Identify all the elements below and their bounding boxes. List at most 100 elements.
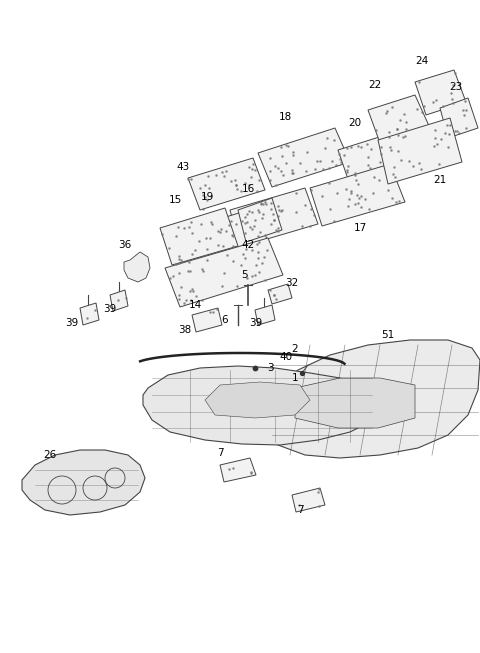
Point [352, 174, 360, 185]
Point [363, 139, 371, 150]
Point [176, 253, 183, 264]
Point [202, 180, 209, 190]
Point [262, 274, 269, 285]
Point [358, 202, 365, 212]
Polygon shape [295, 378, 415, 428]
Point [256, 318, 264, 328]
Point [313, 155, 321, 166]
Point [174, 222, 182, 232]
Point [255, 266, 263, 277]
Point [122, 293, 130, 304]
Text: 32: 32 [286, 278, 299, 288]
Point [201, 191, 208, 202]
Point [175, 258, 182, 268]
Point [259, 212, 266, 223]
Point [389, 168, 396, 179]
Point [388, 193, 396, 203]
Point [254, 317, 262, 328]
Point [241, 178, 249, 188]
Point [172, 259, 180, 269]
Point [260, 252, 268, 263]
Point [397, 155, 405, 165]
Point [292, 207, 300, 217]
Point [347, 188, 355, 199]
Point [277, 206, 285, 216]
Point [361, 194, 369, 204]
Point [391, 172, 399, 182]
Point [177, 281, 184, 292]
Point [402, 117, 409, 127]
Point [218, 167, 226, 178]
Point [159, 229, 167, 240]
Point [185, 222, 193, 232]
Point [254, 205, 262, 215]
Text: 51: 51 [382, 330, 395, 340]
Point [324, 133, 331, 143]
Point [229, 462, 237, 473]
Point [330, 215, 338, 226]
Point [401, 108, 408, 119]
Point [448, 93, 456, 104]
Point [261, 230, 269, 240]
Polygon shape [205, 382, 310, 418]
Text: 6: 6 [222, 315, 228, 325]
Point [246, 162, 253, 172]
Point [388, 102, 396, 112]
Point [176, 290, 183, 300]
Point [254, 231, 262, 241]
Point [418, 164, 425, 174]
Point [176, 268, 183, 278]
Point [432, 125, 439, 135]
Point [354, 140, 361, 151]
Point [451, 67, 458, 78]
Point [248, 244, 255, 255]
Point [175, 251, 182, 261]
Polygon shape [80, 303, 99, 325]
Point [247, 172, 255, 182]
Point [245, 206, 252, 217]
Point [114, 295, 122, 305]
Point [237, 260, 245, 270]
Point [365, 204, 373, 215]
Point [213, 170, 220, 180]
Point [377, 142, 385, 153]
Point [364, 151, 372, 162]
Point [396, 195, 403, 206]
Text: 26: 26 [43, 450, 57, 460]
Point [298, 368, 306, 378]
Text: 19: 19 [200, 192, 214, 202]
Point [354, 198, 362, 208]
Point [336, 148, 343, 159]
Point [402, 131, 409, 142]
Point [459, 104, 467, 115]
Point [358, 191, 365, 201]
Point [270, 215, 278, 225]
Point [274, 163, 282, 174]
Point [205, 183, 213, 193]
Point [288, 165, 296, 175]
Point [272, 180, 279, 190]
Point [258, 258, 265, 268]
Point [200, 203, 207, 214]
Point [392, 197, 400, 207]
Point [231, 175, 239, 185]
Point [315, 501, 323, 511]
Point [169, 270, 177, 281]
Point [455, 127, 463, 138]
Point [449, 80, 456, 90]
Point [306, 220, 314, 231]
Point [271, 161, 279, 171]
Point [255, 175, 263, 185]
Point [241, 212, 249, 222]
Point [263, 245, 270, 255]
Polygon shape [124, 252, 150, 282]
Point [188, 228, 196, 238]
Point [253, 185, 261, 196]
Text: 23: 23 [449, 82, 463, 92]
Point [325, 163, 333, 173]
Point [203, 195, 211, 205]
Text: 24: 24 [415, 56, 429, 66]
Point [310, 210, 318, 220]
Point [462, 104, 469, 115]
Point [184, 266, 192, 276]
